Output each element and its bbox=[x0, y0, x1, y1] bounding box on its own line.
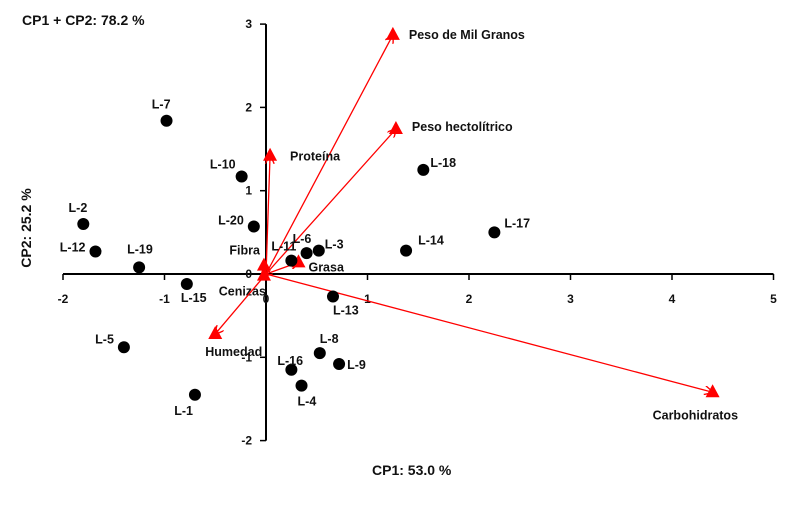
point-label-l-11: L-11 bbox=[271, 240, 296, 254]
point-label-l-12: L-12 bbox=[60, 241, 86, 255]
loading-vectors: Peso de Mil Granos Peso hectolítrico Prote… bbox=[205, 26, 738, 422]
point-label-l-13: L-13 bbox=[333, 303, 359, 317]
point-label-l-16: L-16 bbox=[277, 354, 303, 368]
x-tick-label: 0 bbox=[263, 292, 270, 306]
y-tick-label: 3 bbox=[245, 17, 252, 31]
point-l-4 bbox=[295, 379, 308, 392]
vector-arrow-proteina bbox=[266, 156, 270, 275]
vector-label-peso-de-mil-granos: Peso de Mil Granos bbox=[409, 28, 525, 42]
point-label-l-9: L-9 bbox=[347, 358, 366, 372]
point-l-3 bbox=[312, 244, 325, 257]
point-l-1 bbox=[188, 388, 201, 401]
chart-title: CP1 + CP2: 78.2 % bbox=[22, 12, 145, 28]
y-tick-label: -2 bbox=[241, 434, 252, 448]
vector-arrow-peso-de-mil-granos bbox=[265, 35, 393, 275]
vector-label-peso-hectolitrico: Peso hectolítrico bbox=[412, 120, 513, 134]
point-label-l-1: L-1 bbox=[174, 404, 193, 418]
score-points: L-1 L-2 L-3 L-4 L-5 L-6 L-8 L-9 L-7 L-10 L-11 L-12 L… bbox=[60, 98, 530, 418]
point-label-l-15: L-15 bbox=[181, 291, 207, 305]
point-l-9 bbox=[333, 357, 346, 370]
point-l-16 bbox=[285, 363, 298, 376]
point-label-l-7: L-7 bbox=[152, 98, 171, 112]
vector-label-fibra: Fibra bbox=[229, 244, 261, 258]
point-label-l-17: L-17 bbox=[504, 216, 530, 230]
point-l-11 bbox=[285, 254, 298, 267]
vector-marker-cenizas bbox=[256, 267, 271, 281]
vector-label-carbohidratos: Carbohidratos bbox=[653, 408, 738, 422]
x-tick-label: -1 bbox=[159, 292, 170, 306]
vector-marker-peso-hectolitrico bbox=[388, 121, 403, 135]
vector-arrow-carbohidratos bbox=[265, 273, 713, 392]
vector-label-humedad: Humedad bbox=[205, 345, 262, 359]
point-label-l-10: L-10 bbox=[210, 158, 236, 172]
point-label-l-8: L-8 bbox=[320, 332, 339, 346]
point-label-l-4: L-4 bbox=[298, 395, 317, 409]
point-label-l-5: L-5 bbox=[95, 332, 114, 346]
y-tick-label: 1 bbox=[245, 184, 252, 198]
point-l-7 bbox=[160, 114, 173, 127]
point-l-18 bbox=[417, 163, 430, 176]
vector-marker-humedad bbox=[208, 325, 223, 339]
y-tick-label: -1 bbox=[241, 350, 252, 364]
vector-label-cenizas: Cenizas bbox=[219, 285, 266, 299]
x-tick-label: 4 bbox=[669, 292, 676, 306]
point-l-5 bbox=[117, 341, 130, 354]
point-l-14 bbox=[400, 244, 413, 257]
point-l-10 bbox=[235, 170, 248, 183]
point-label-l-14: L-14 bbox=[418, 234, 444, 248]
x-axis-label: CP1: 53.0 % bbox=[372, 462, 452, 478]
point-label-l-3: L-3 bbox=[325, 238, 344, 252]
y-tick-label: 2 bbox=[245, 100, 252, 114]
point-l-19 bbox=[133, 261, 146, 274]
point-label-l-6: L-6 bbox=[293, 232, 312, 246]
axes: -2 -1 0 1 2 3 4 5 -2 -1 0 1 2 3 bbox=[58, 17, 777, 448]
point-label-l-2: L-2 bbox=[69, 201, 88, 215]
vector-marker-proteina bbox=[263, 147, 278, 161]
vector-arrow-peso-hectolitrico bbox=[265, 129, 396, 275]
point-label-l-18: L-18 bbox=[430, 156, 456, 170]
point-l-8 bbox=[313, 347, 326, 360]
point-l-17 bbox=[488, 226, 501, 239]
point-l-15 bbox=[180, 277, 193, 290]
y-tick-label: 0 bbox=[245, 267, 252, 281]
point-l-20 bbox=[247, 220, 260, 233]
vector-arrow-humedad bbox=[215, 273, 267, 334]
vector-label-grasa: Grasa bbox=[308, 260, 344, 274]
vector-label-proteina: Proteína bbox=[290, 150, 341, 164]
point-l-12 bbox=[89, 245, 102, 258]
vector-marker-carbohidratos bbox=[705, 384, 720, 398]
y-axis-label: CP2: 25.2 % bbox=[18, 188, 34, 268]
vector-marker-peso-de-mil-granos bbox=[385, 26, 400, 40]
point-l-6 bbox=[300, 247, 313, 260]
point-l-13 bbox=[326, 290, 339, 303]
point-label-l-19: L-19 bbox=[127, 242, 153, 256]
point-label-l-20: L-20 bbox=[218, 214, 244, 228]
x-tick-label: -2 bbox=[58, 292, 69, 306]
point-l-2 bbox=[77, 218, 90, 231]
x-tick-label: 3 bbox=[567, 292, 574, 306]
x-tick-label: 2 bbox=[466, 292, 473, 306]
x-tick-label: 1 bbox=[364, 292, 371, 306]
x-tick-label: 5 bbox=[770, 292, 777, 306]
